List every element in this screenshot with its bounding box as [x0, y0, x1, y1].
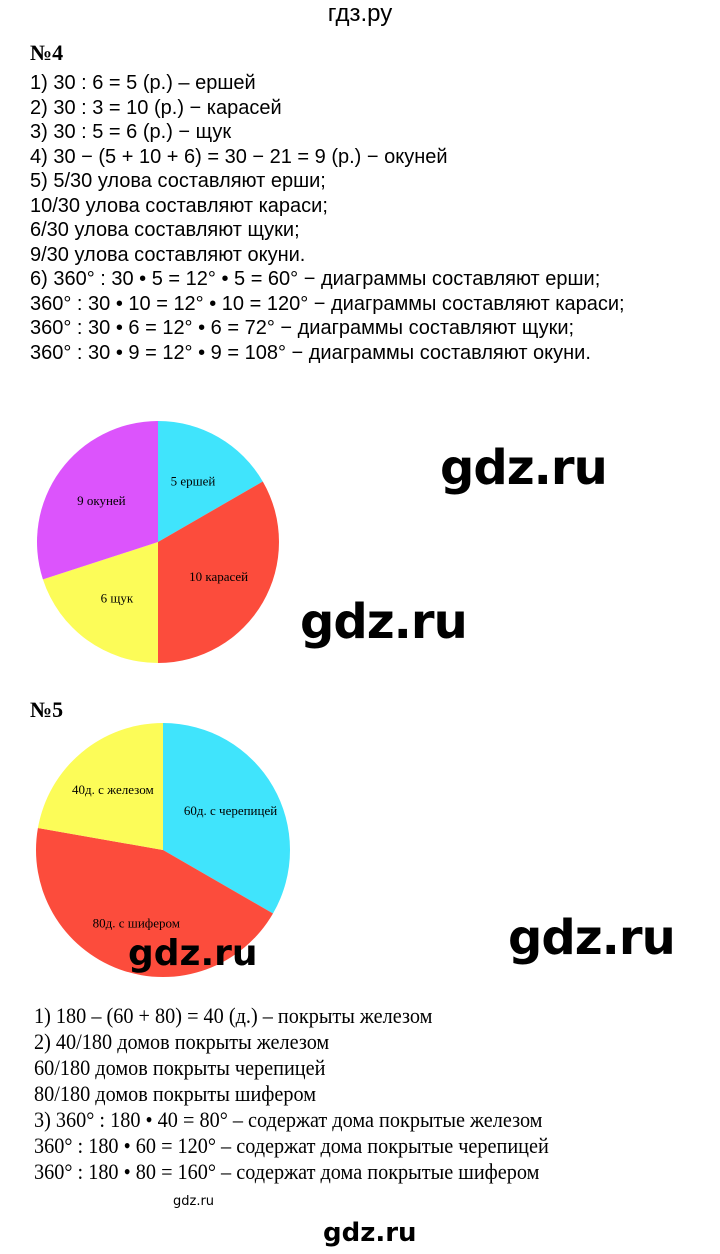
pie-slice-label: 40д. с железом [72, 782, 154, 797]
watermark: gdz.ru [300, 594, 468, 650]
solution-line: 6/30 улова составляют щуки; [30, 219, 300, 241]
solution-line: 360° : 30 • 6 = 12° • 6 = 72° − диаграмм… [30, 317, 575, 339]
solution-line: 3) 30 : 5 = 6 (р.) − щук [30, 121, 232, 143]
solution-line: 10/30 улова составляют караси; [30, 194, 328, 217]
solution-line: 2) 40/180 домов покрыты железом [34, 1029, 330, 1054]
solution-line: 1) 180 – (60 + 80) = 40 (д.) – покрыты ж… [34, 1003, 433, 1028]
pie-slice [158, 421, 263, 542]
pie-slice [37, 723, 164, 850]
pie-slice-label: 60д. с черепицей [184, 803, 277, 818]
solution-line: 5) 5/30 улова составляют ерши; [30, 170, 326, 192]
watermark: gdz.ru [508, 910, 676, 966]
site-header: гдз.ру [327, 0, 393, 27]
pie-slice [35, 827, 273, 977]
watermark: gdz.ru [440, 440, 608, 496]
pie-slice [42, 542, 158, 663]
task-5-solution: 1) 180 – (60 + 80) = 40 (д.) – покрыты ж… [34, 1003, 549, 1185]
solution-line: 60/180 домов покрыты черепицей [34, 1055, 326, 1080]
pie-chart-fish: 5 ершей 10 карасей 6 щук 9 окуней [36, 421, 279, 663]
pie-slice [158, 481, 279, 663]
solution-line: 3) 360° : 180 • 40 = 80° – содержат дома… [34, 1107, 543, 1132]
pie-slice-label: 9 окуней [77, 493, 126, 508]
solution-line: 6) 360° : 30 • 5 = 12° • 5 = 60° − диагр… [30, 268, 601, 290]
pie-slice-label: 5 ершей [171, 473, 216, 488]
task-4-solution: 1) 30 : 6 = 5 (р.) – ершей 2) 30 : 3 = 10… [30, 71, 625, 365]
task-5-title: №5 [30, 697, 64, 722]
solution-line: 9/30 улова составляют окуни. [30, 243, 306, 266]
watermark: gdz.ru [173, 1194, 215, 1209]
watermark: gdz.ru [128, 933, 258, 974]
pie-slice [36, 421, 159, 580]
task-4-title: №4 [30, 40, 64, 65]
watermark: gdz.ru [323, 1218, 417, 1248]
pie-slice [163, 723, 290, 914]
solution-line: 80/180 домов покрыты шифером [34, 1081, 317, 1106]
pie-slice-label: 10 карасей [189, 569, 248, 584]
pie-slice-label: 80д. с шифером [93, 915, 180, 930]
solution-line: 360° : 30 • 10 = 12° • 10 = 120° − диагр… [30, 292, 625, 315]
solution-line: 4) 30 − (5 + 10 + 6) = 30 − 21 = 9 (р.) … [30, 145, 448, 168]
solution-line: 360° : 30 • 9 = 12° • 9 = 108° − диаграм… [30, 341, 591, 364]
pie-chart-roofs: 60д. с черепицей 80д. с шифером 40д. с жел… [35, 723, 290, 977]
solution-line: 2) 30 : 3 = 10 (р.) − карасей [30, 96, 282, 119]
pie-slice-label: 6 щук [101, 591, 134, 606]
solution-line: 1) 30 : 6 = 5 (р.) – ершей [30, 72, 256, 94]
solution-line: 360° : 180 • 80 = 160° – содержат дома п… [34, 1159, 540, 1184]
solution-line: 360° : 180 • 60 = 120° – содержат дома п… [34, 1133, 549, 1158]
